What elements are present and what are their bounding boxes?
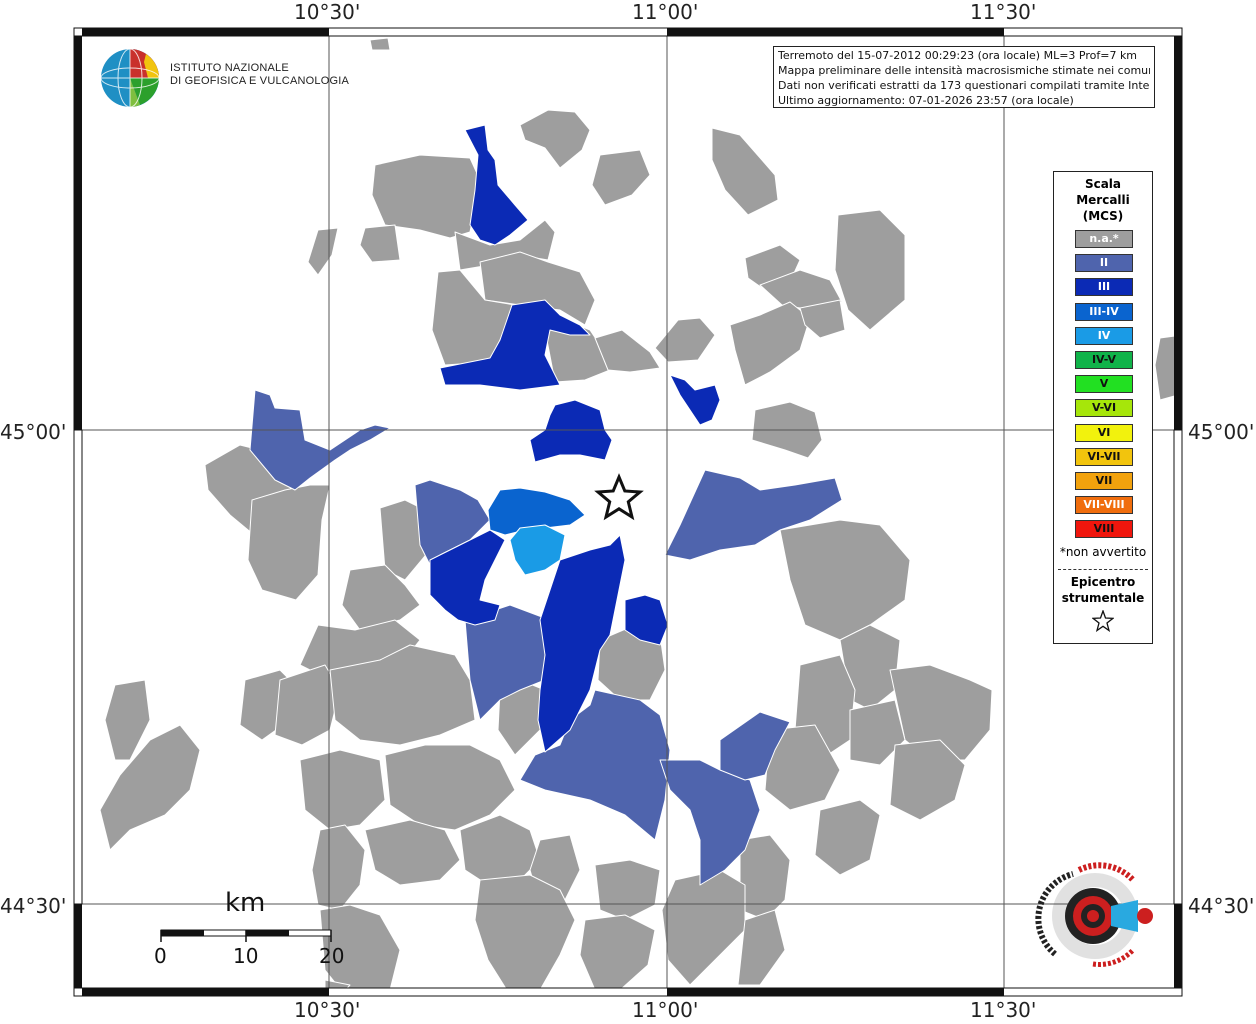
municipalities-layer xyxy=(99,37,1179,997)
legend-title-line: (MCS) xyxy=(1082,209,1124,223)
intensity-II-regions xyxy=(249,389,843,886)
ingv-name-line1: ISTITUTO NAZIONALE xyxy=(170,62,289,74)
ingv-globe-icon xyxy=(100,48,160,108)
scale-tick-label: 0 xyxy=(154,944,167,968)
bottom-longitude-label: 10°30' xyxy=(294,998,361,1022)
legend-star-icon xyxy=(1092,610,1114,632)
ingv-logo xyxy=(100,46,320,110)
legend-swatch-vi-vii: VI-VII xyxy=(1075,447,1133,466)
legend-note: *non avvertito xyxy=(1059,545,1147,559)
haisentito-logo xyxy=(1033,854,1163,974)
scale-unit: km xyxy=(225,888,266,918)
top-longitude-label: 11°30' xyxy=(970,0,1037,24)
legend-swatch-iv: IV xyxy=(1075,326,1133,345)
legend-swatch-vii: VII xyxy=(1075,472,1133,490)
map-frame xyxy=(73,27,1183,997)
intensity-III-regions xyxy=(429,124,721,753)
legend-swatch-n-a: n.a.* xyxy=(1075,230,1133,248)
event-info-line: Dati non verificati estratti da 173 ques… xyxy=(778,79,1150,92)
legend-swatch-iii-iv: III-IV xyxy=(1075,302,1133,321)
na-regions xyxy=(99,37,1179,997)
legend-epicenter-line: strumentale xyxy=(1061,591,1145,605)
event-info-line: Terremoto del 15-07-2012 00:29:23 (ora l… xyxy=(778,49,1138,62)
top-longitude-label: 10°30' xyxy=(294,0,361,24)
legend-swatch-v: V xyxy=(1075,375,1133,394)
event-info-line: Ultimo aggiornamento: 07-01-2026 23:57 (… xyxy=(778,94,1074,107)
right-latitude-label: 45°00' xyxy=(1188,420,1255,444)
legend-epicenter-label: Epicentro strumentale xyxy=(1054,574,1152,606)
legend-swatch-v-vi: V-VI xyxy=(1075,399,1133,418)
scale-tick-label: 20 xyxy=(319,944,345,968)
legend-swatch-ii: II xyxy=(1075,254,1133,273)
legend-title-line: Mercalli xyxy=(1076,193,1130,207)
intensity-III-IV-regions xyxy=(487,487,586,536)
legend-title: Scala Mercalli (MCS) xyxy=(1054,176,1152,224)
ingv-name: ISTITUTO NAZIONALE DI GEOFISICA E VULCAN… xyxy=(170,62,349,88)
legend-swatch-iii: III xyxy=(1075,278,1133,297)
legend-swatch-vi: VI xyxy=(1075,423,1133,442)
legend-swatch-iv-v: IV-V xyxy=(1075,351,1133,369)
ingv-name-line2: DI GEOFISICA E VULCANOLOGIA xyxy=(170,75,349,87)
event-info-box: Terremoto del 15-07-2012 00:29:23 (ora l… xyxy=(773,46,1155,108)
legend-divider xyxy=(1058,569,1148,570)
scale-tick-label: 10 xyxy=(233,944,259,968)
event-info-line: Mappa preliminare delle intensità macros… xyxy=(778,64,1150,77)
left-latitude-label: 45°00' xyxy=(0,420,67,444)
right-latitude-label: 44°30' xyxy=(1188,894,1255,918)
haisentito-logo-icon xyxy=(1035,862,1153,967)
graticule xyxy=(74,28,1182,996)
bottom-longitude-label: 11°00' xyxy=(632,998,699,1022)
legend-title-line: Scala xyxy=(1084,177,1122,191)
legend-swatch-vii-viii: VII-VIII xyxy=(1075,496,1133,515)
scale-bar xyxy=(160,929,332,942)
epicenter-star-icon xyxy=(594,473,644,521)
left-latitude-label: 44°30' xyxy=(0,894,67,918)
intensity-IV-regions xyxy=(509,524,566,576)
bottom-longitude-label: 11°30' xyxy=(970,998,1037,1022)
mcs-legend: Scala Mercalli (MCS) n.a.* II III III-IV IV I… xyxy=(1053,171,1153,644)
legend-epicenter-line: Epicentro xyxy=(1070,575,1136,589)
legend-swatch-viii: VIII xyxy=(1075,520,1133,539)
top-longitude-label: 11°00' xyxy=(632,0,699,24)
